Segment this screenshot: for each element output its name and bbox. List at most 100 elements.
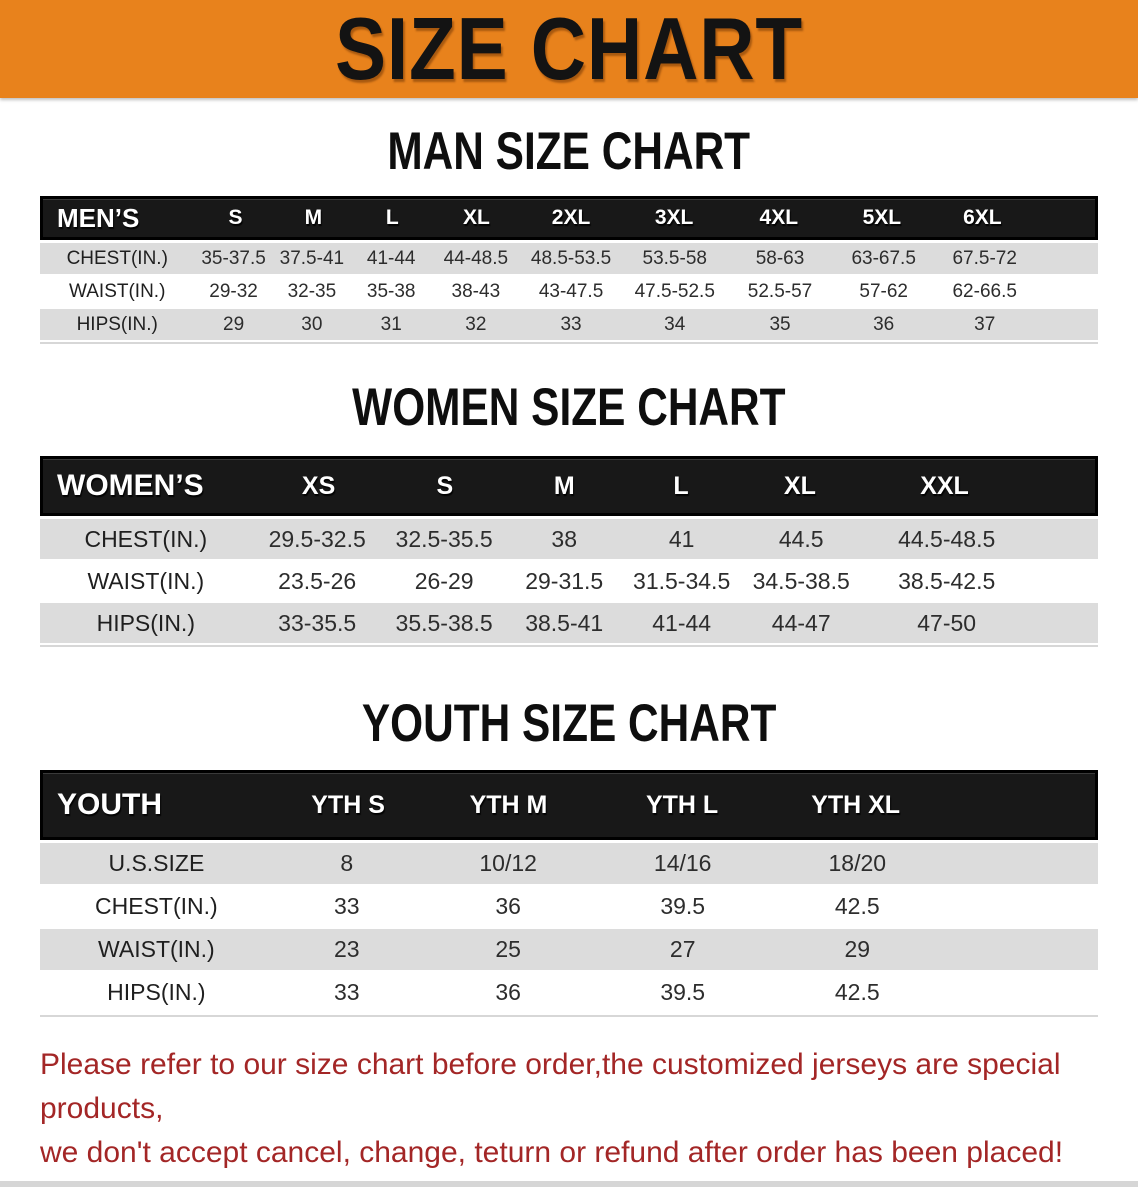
- size-value: 38-43: [451, 280, 501, 302]
- row-label: WAIST(IN.): [69, 280, 166, 302]
- banner-title: SIZE CHART: [334, 0, 804, 98]
- youth-table-title: YOUTH: [57, 788, 162, 821]
- size-value: 33: [334, 979, 360, 1005]
- size-header-cell: 4XL: [759, 206, 799, 229]
- size-header-cell: XXL: [920, 471, 969, 500]
- size-value: 42.5: [834, 979, 880, 1005]
- size-value: 44.5-48.5: [898, 525, 996, 552]
- men-table-title: MEN’S: [57, 202, 140, 233]
- size-value: 35: [769, 313, 791, 335]
- size-value: 36: [495, 893, 521, 919]
- size-value: 48.5-53.5: [530, 247, 612, 269]
- size-value: 18/20: [828, 850, 887, 876]
- men-size-table: MEN’S S M L XL 2XL 3XL 4XL 5XL 6XL CHEST(IN.) 35-37…: [40, 196, 1098, 344]
- size-value: 37.5-41: [279, 247, 345, 269]
- row-label: CHEST(IN.): [84, 525, 208, 552]
- measure-row: CHEST(IN.) 29.5-32.5 32.5-35.5 38 41 44.5 44.5…: [40, 519, 1098, 559]
- size-value: 44-48.5: [443, 247, 509, 269]
- size-value: 43-47.5: [538, 280, 604, 302]
- size-value: 36: [495, 979, 521, 1005]
- size-header-cell: S: [436, 471, 454, 500]
- measure-row: HIPS(IN.) 33 36 39.5 42.5: [40, 972, 1098, 1013]
- size-value: 47.5-52.5: [634, 280, 715, 302]
- size-value: 39.5: [660, 893, 706, 919]
- size-value: 37: [974, 313, 996, 335]
- size-value: 44-47: [771, 609, 831, 636]
- row-label: WAIST(IN.): [87, 567, 205, 594]
- size-header-cell: L: [673, 471, 689, 500]
- men-table-header: MEN’S S M L XL 2XL 3XL 4XL 5XL 6XL: [40, 196, 1098, 240]
- size-value: 25: [495, 936, 521, 962]
- size-value: 32: [465, 313, 487, 335]
- measure-row: CHEST(IN.) 33 36 39.5 42.5: [40, 886, 1098, 927]
- size-header-cell: L: [385, 206, 399, 229]
- row-label: CHEST(IN.): [95, 893, 218, 919]
- size-value: 35-38: [366, 280, 416, 302]
- disclaimer-line2: we don't accept cancel, change, teturn o…: [40, 1136, 1064, 1169]
- size-value: 35.5-38.5: [395, 609, 493, 636]
- size-header-cell: 2XL: [551, 206, 591, 229]
- measure-row: HIPS(IN.) 33-35.5 35.5-38.5 38.5-41 41-44 44-…: [40, 603, 1098, 643]
- row-label: WAIST(IN.): [98, 936, 215, 962]
- size-value: 32.5-35.5: [395, 525, 493, 552]
- youth-table-header: YOUTH YTH S YTH M YTH L YTH XL: [40, 770, 1098, 840]
- size-value: 10/12: [479, 850, 537, 876]
- size-value: 42.5: [834, 893, 880, 919]
- size-value: 41-44: [652, 609, 712, 636]
- size-value: 34: [664, 313, 686, 335]
- size-value: 30: [301, 313, 323, 335]
- men-section-heading-text: MAN SIZE CHART: [387, 122, 751, 181]
- size-value: 58-63: [755, 247, 805, 269]
- row-label: HIPS(IN.): [107, 979, 206, 1005]
- size-value: 29-31.5: [525, 567, 604, 594]
- size-value: 23.5-26: [278, 567, 357, 594]
- row-label: CHEST(IN.): [66, 247, 168, 269]
- men-section-heading: MAN SIZE CHART: [0, 122, 1138, 181]
- size-value: 47-50: [917, 609, 977, 636]
- size-value: 57-62: [859, 280, 908, 302]
- size-value: 33: [560, 313, 582, 335]
- size-value: 29.5-32.5: [268, 525, 366, 552]
- size-value: 34.5-38.5: [752, 567, 850, 594]
- size-value: 31.5-34.5: [633, 567, 731, 594]
- size-header-cell: 3XL: [654, 206, 694, 229]
- size-value: 39.5: [660, 979, 706, 1005]
- size-value: 27: [669, 936, 696, 962]
- size-value: 53.5-58: [642, 247, 707, 269]
- size-value: 38: [551, 525, 578, 552]
- measure-row: U.S.SIZE 8 10/12 14/16 18/20: [40, 843, 1098, 884]
- measure-row: WAIST(IN.) 29-32 32-35 35-38 38-43 43-47.5 47.…: [40, 276, 1098, 307]
- measure-row: HIPS(IN.) 29 30 31 32 33 34 35 36 37: [40, 309, 1098, 340]
- size-value: 36: [873, 313, 895, 335]
- size-value: 23: [334, 936, 360, 962]
- size-value: 33: [334, 893, 360, 919]
- row-label: U.S.SIZE: [108, 850, 205, 876]
- youth-size-table: YOUTH YTH S YTH M YTH L YTH XL U.S.SIZE 8 10/12…: [40, 770, 1098, 1017]
- disclaimer-line1: Please refer to our size chart before or…: [40, 1048, 1061, 1125]
- disclaimer: Please refer to our size chart before or…: [40, 1043, 1118, 1175]
- size-header-cell: XL: [462, 206, 490, 229]
- measure-row: WAIST(IN.) 23 25 27 29: [40, 929, 1098, 970]
- size-value: 33-35.5: [278, 609, 357, 636]
- size-header-cell: YTH L: [645, 790, 719, 819]
- size-value: 44.5: [778, 525, 824, 552]
- youth-section-heading: YOUTH SIZE CHART: [0, 694, 1138, 753]
- size-value: 14/16: [653, 850, 712, 876]
- size-value: 31: [380, 313, 402, 335]
- size-header-cell: M: [553, 471, 575, 500]
- size-header-cell: YTH M: [469, 790, 548, 819]
- size-value: 67.5-72: [952, 247, 1017, 269]
- size-value: 29-32: [209, 280, 258, 302]
- banner: SIZE CHART: [0, 0, 1138, 98]
- women-size-table: WOMEN’S XS S M L XL XXL CHEST(IN.) 29.5-32.5 32.5…: [40, 456, 1098, 647]
- row-label: HIPS(IN.): [76, 313, 158, 335]
- size-value: 63-67.5: [851, 247, 916, 269]
- measure-row: CHEST(IN.) 35-37.5 37.5-41 41-44 44-48.5 48.5…: [40, 243, 1098, 274]
- size-header-cell: XL: [783, 471, 816, 500]
- women-section-heading: WOMEN SIZE CHART: [0, 381, 1138, 434]
- size-value: 38.5-42.5: [898, 567, 996, 594]
- youth-section-heading-text: YOUTH SIZE CHART: [361, 694, 777, 753]
- size-value: 62-66.5: [952, 280, 1017, 302]
- size-header-cell: YTH S: [311, 790, 385, 819]
